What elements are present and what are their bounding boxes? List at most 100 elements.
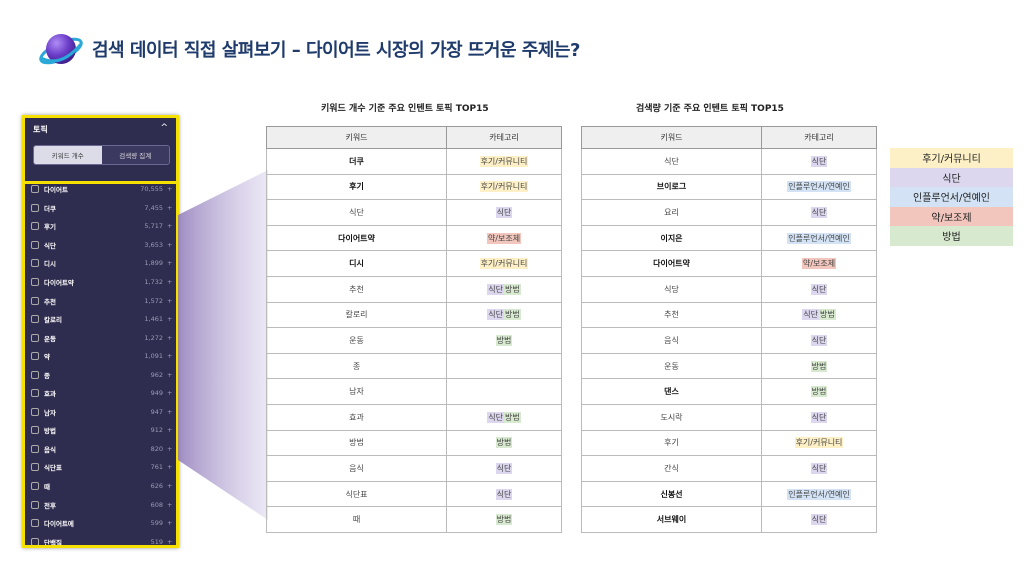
plus-icon[interactable]: + — [167, 333, 173, 342]
category-cell: 인플루언서/연예인 — [761, 173, 877, 201]
table-row: 음식 식단 — [266, 455, 562, 482]
keyword-count-toggle[interactable]: 키워드 개수 — [34, 146, 102, 164]
plus-icon[interactable]: + — [167, 259, 173, 268]
topic-checkbox[interactable] — [31, 240, 39, 249]
category-tag: 식단 — [802, 309, 819, 321]
topic-checkbox[interactable] — [31, 407, 39, 416]
topic-checkbox[interactable] — [31, 259, 39, 268]
topic-row[interactable]: 추천 1,572 + — [31, 291, 173, 310]
category-cell: 식단 — [446, 480, 562, 508]
topic-row[interactable]: 다이어트 70,555 + — [31, 180, 173, 199]
category-tag: 식단 — [810, 462, 828, 474]
keyword-cell: 남자 — [266, 378, 447, 405]
topic-label: 다이어트약 — [44, 279, 74, 287]
keyword-cell: 신봉선 — [581, 480, 762, 508]
plus-icon[interactable]: + — [167, 389, 173, 398]
plus-icon[interactable]: + — [167, 222, 173, 231]
topic-count: 1,899 — [144, 259, 163, 268]
topic-row[interactable]: 남자 947 + — [31, 403, 173, 422]
plus-icon[interactable]: + — [167, 537, 173, 546]
keyword-cell: 이지은 — [581, 224, 762, 252]
topic-row[interactable]: 전후 608 + — [31, 495, 173, 514]
topic-label: 다이어트에 — [44, 520, 74, 529]
topic-row[interactable]: 약 1,091 + — [31, 347, 173, 366]
category-cell — [446, 378, 562, 405]
topic-checkbox[interactable] — [31, 296, 39, 305]
keyword-cell: 후기 — [581, 429, 762, 457]
search-volume-toggle[interactable]: 검색량 집계 — [101, 146, 169, 164]
category-cell: 식단 — [761, 455, 877, 482]
topic-row[interactable]: 후기 5,717 + — [31, 217, 173, 236]
plus-icon[interactable]: + — [167, 315, 173, 324]
topic-label: 방법 — [44, 427, 56, 436]
topic-row[interactable]: 때 626 + — [31, 477, 173, 496]
plus-icon[interactable]: + — [167, 185, 173, 194]
collapse-caret-icon[interactable]: ^ — [160, 123, 168, 133]
legend-item: 약/보조제 — [890, 206, 1013, 226]
category-tag: 식단 — [810, 514, 828, 526]
topic-checkbox[interactable] — [31, 463, 39, 472]
topic-checkbox[interactable] — [31, 482, 39, 491]
topic-row[interactable]: 식단 3,653 + — [31, 236, 173, 255]
topic-row[interactable]: 다이어트에 599 + — [31, 514, 173, 533]
topic-row[interactable]: 방법 912 + — [31, 421, 173, 440]
category-tag: 후기/커뮤니티 — [479, 155, 529, 167]
topic-row[interactable]: 단백질 519 + — [31, 532, 173, 546]
legend-item: 후기/커뮤니티 — [890, 148, 1013, 168]
topic-list: 다이어트 70,555 + 더쿠 7,455 + 후기 5,717 + 식단 3,653 + 디시 1,8… — [31, 180, 173, 546]
category-cell: 인플루언서/연예인 — [761, 480, 877, 508]
topic-label: 종 — [44, 371, 50, 380]
topic-row[interactable]: 디시 1,899 + — [31, 254, 173, 273]
category-cell: 식단 — [761, 275, 877, 303]
topic-label: 다이어트 — [44, 186, 68, 195]
topic-checkbox[interactable] — [31, 278, 39, 286]
topic-checkbox[interactable] — [31, 389, 39, 398]
plus-icon[interactable]: + — [167, 370, 173, 379]
table-row: 간식 식단 — [581, 455, 877, 482]
topic-checkbox[interactable] — [31, 185, 39, 194]
topic-row[interactable]: 운동 1,272 + — [31, 328, 173, 347]
topic-checkbox[interactable] — [31, 315, 39, 324]
topic-checkbox[interactable] — [31, 222, 39, 231]
topic-checkbox[interactable] — [31, 203, 39, 212]
topic-row[interactable]: 음식 820 + — [31, 440, 173, 459]
plus-icon[interactable]: + — [167, 278, 173, 286]
plus-icon[interactable]: + — [167, 444, 173, 453]
topic-checkbox[interactable] — [31, 444, 39, 453]
topic-checkbox[interactable] — [31, 426, 39, 435]
topic-row[interactable]: 더쿠 7,455 + — [31, 199, 173, 218]
keyword-cell: 때 — [266, 506, 447, 533]
plus-icon[interactable]: + — [167, 407, 173, 416]
plus-icon[interactable]: + — [167, 519, 173, 528]
topic-checkbox[interactable] — [31, 537, 39, 545]
topic-count: 1,091 — [144, 352, 163, 361]
category-tag: 방법 — [810, 386, 828, 398]
table-row: 요리 식단 — [581, 199, 877, 226]
category-tag: 방법 — [504, 283, 521, 295]
topic-row[interactable]: 칼로리 1,461 + — [31, 310, 173, 329]
topic-checkbox[interactable] — [31, 370, 39, 379]
topic-label: 후기 — [44, 223, 56, 232]
plus-icon[interactable]: + — [167, 203, 173, 212]
table-row: 디시 후기/커뮤니티 — [266, 250, 562, 277]
topic-row[interactable]: 효과 949 + — [31, 384, 173, 403]
keyword-cell: 식단 — [581, 148, 762, 175]
plus-icon[interactable]: + — [167, 352, 173, 361]
category-tag: 방법 — [810, 360, 828, 372]
keyword-cell: 더쿠 — [266, 148, 447, 175]
plus-icon[interactable]: + — [167, 426, 173, 435]
plus-icon[interactable]: + — [167, 500, 173, 509]
topic-row[interactable]: 식단표 761 + — [31, 458, 173, 477]
category-tag: 후기/커뮤니티 — [479, 181, 529, 193]
topic-checkbox[interactable] — [31, 333, 39, 342]
topic-row[interactable]: 종 962 + — [31, 365, 173, 384]
topic-checkbox[interactable] — [31, 352, 39, 361]
topic-row[interactable]: 다이어트약 1,732 + — [31, 273, 173, 292]
plus-icon[interactable]: + — [167, 463, 173, 472]
column-header-category: 카테고리 — [761, 126, 877, 149]
plus-icon[interactable]: + — [167, 240, 173, 249]
plus-icon[interactable]: + — [167, 296, 173, 305]
plus-icon[interactable]: + — [167, 482, 173, 491]
topic-checkbox[interactable] — [31, 500, 39, 509]
topic-checkbox[interactable] — [31, 519, 39, 528]
